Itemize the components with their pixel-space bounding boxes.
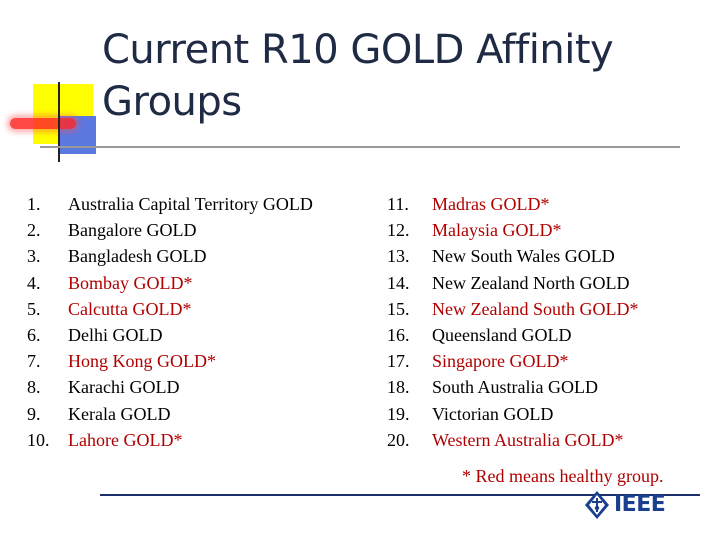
list-item-label: Western Australia GOLD* [432,429,624,450]
list-item-number: 7. [27,351,41,372]
list-item-label: Bombay GOLD* [68,272,193,293]
list-item-number: 16. [387,324,410,345]
list-item-number: 14. [387,272,410,293]
list-item-label: Malaysia GOLD* [432,220,562,241]
list-item-number: 15. [387,298,410,319]
list-item-label: Singapore GOLD* [432,351,569,372]
list-item-label: Calcutta GOLD* [68,298,192,319]
list-item-label: Madras GOLD* [432,194,550,214]
list-item-number: 19. [387,403,410,424]
list-item-number: 4. [27,272,41,293]
list-item-label: Kerala GOLD [68,403,171,424]
list-item-label: Hong Kong GOLD* [68,351,216,372]
list-item-number: 20. [387,429,410,450]
ieee-diamond-icon [585,491,609,519]
list-item-label: Bangladesh GOLD [68,246,207,267]
list-item-label: New Zealand North GOLD [432,272,630,293]
ieee-logo-text: IEEE [614,492,666,517]
list-item-label: New South Wales GOLD [432,246,615,267]
title-decoration-vertical-line [58,82,60,162]
list-item-number: 1. [27,194,41,214]
list-item-number: 12. [387,220,410,241]
list-item-label: Bangalore GOLD [68,220,197,241]
list-item-label: Karachi GOLD [68,377,180,398]
list-item-label: Delhi GOLD [68,324,163,345]
list-item-number: 10. [27,429,50,450]
list-item-number: 2. [27,220,41,241]
list-item-label: Victorian GOLD [432,403,554,424]
list-item-number: 3. [27,246,41,267]
title-underline [40,146,680,148]
list-item-number: 17. [387,351,410,372]
list-item-label: Queensland GOLD [432,324,572,345]
slide-title: Current R10 GOLD Affinity Groups [102,27,614,125]
list-item-number: 13. [387,246,410,267]
list-item-label: South Australia GOLD [432,377,598,398]
list-item-number: 11. [387,194,409,214]
list-item-number: 6. [27,324,41,345]
list-item-number: 5. [27,298,41,319]
list-item-label: Australia Capital Territory GOLD [68,194,313,214]
list-item-label: Lahore GOLD* [68,429,183,450]
list-item-number: 8. [27,377,41,398]
ieee-logo: IEEE [584,490,674,520]
list-item-number: 18. [387,377,410,398]
list-item-number: 9. [27,403,41,424]
legend-note: * Red means healthy group. [462,466,664,486]
list-item-label: New Zealand South GOLD* [432,298,639,319]
title-decoration-red-bar [10,118,76,129]
footer-line [100,494,700,496]
